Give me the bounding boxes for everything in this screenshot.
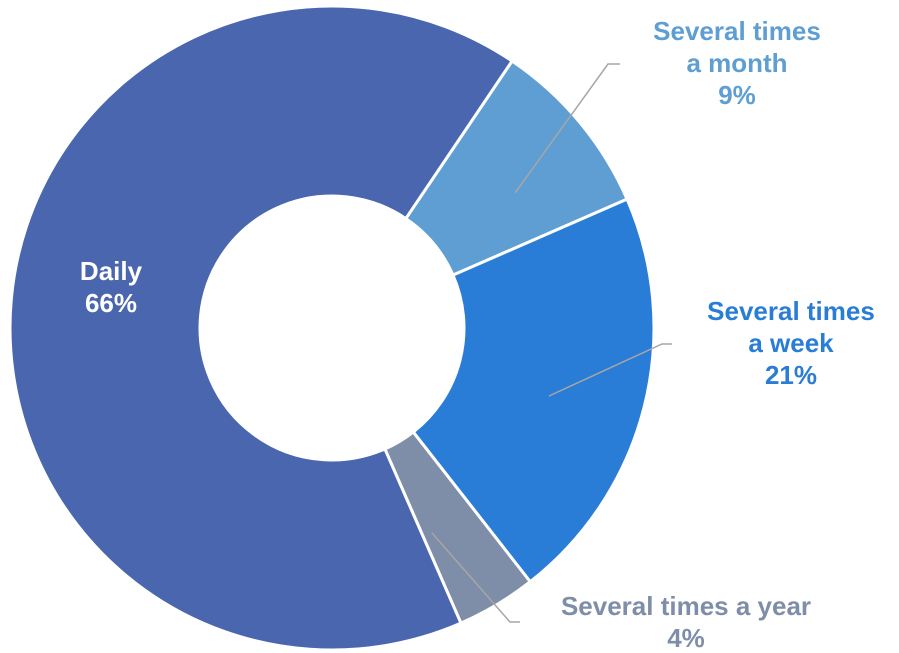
slice-category: a month <box>686 48 787 78</box>
slice-label: Several times a month 9% <box>653 16 821 110</box>
slice-category: Several times a year <box>561 591 811 621</box>
slice-daily <box>8 4 514 652</box>
slice-percent: 4% <box>667 623 705 653</box>
slice-percent: 9% <box>718 80 756 110</box>
leader-lines-group <box>431 63 672 623</box>
leader-line <box>548 343 672 397</box>
slices-group <box>8 4 656 652</box>
slice-category: Several times <box>653 16 821 46</box>
leader-line <box>431 532 520 623</box>
slice-label: Several times a week 21% <box>707 296 875 390</box>
slice-percent: 66% <box>85 288 137 318</box>
labels-group: Several times a month 9%Several times a wee… <box>80 16 875 653</box>
slice-category: Several times <box>707 296 875 326</box>
slice-several-times-a-week <box>411 197 656 584</box>
slice-percent: 21% <box>765 360 817 390</box>
slice-label: Daily 66% <box>80 256 143 318</box>
slice-label: Several times a year 4% <box>561 591 811 653</box>
leader-line <box>514 63 620 194</box>
slice-category: Daily <box>80 256 143 286</box>
slice-category: a week <box>748 328 834 358</box>
